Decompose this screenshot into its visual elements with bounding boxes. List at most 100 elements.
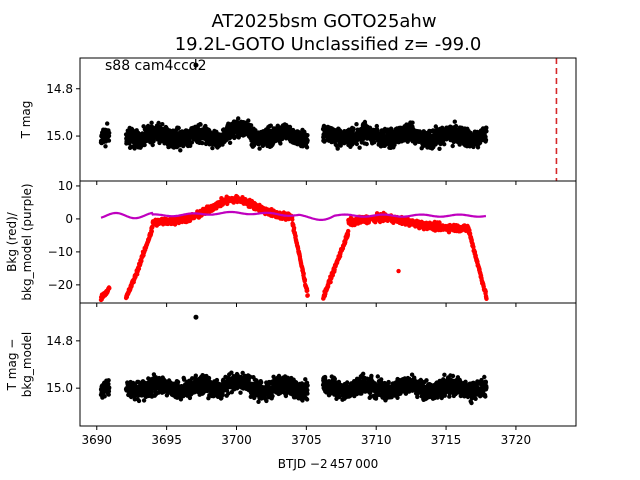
plot-area-top xyxy=(98,58,558,181)
bkg-point xyxy=(139,258,144,264)
data-point xyxy=(410,120,415,125)
data-point xyxy=(132,146,137,151)
chart-title-line1: AT2025bsm GOTO25ahw xyxy=(211,11,436,32)
data-point xyxy=(105,121,110,126)
data-point xyxy=(106,392,111,397)
bkg-point xyxy=(107,286,112,291)
data-point xyxy=(106,381,111,387)
data-point xyxy=(357,145,362,150)
data-point xyxy=(156,120,161,126)
data-point xyxy=(136,398,142,404)
data-point xyxy=(268,123,273,128)
data-point xyxy=(303,377,308,382)
data-point xyxy=(214,377,220,383)
data-point xyxy=(364,141,369,147)
data-point xyxy=(471,144,476,150)
data-point xyxy=(248,123,254,128)
data-point xyxy=(103,144,108,149)
data-point xyxy=(238,390,243,395)
data-point xyxy=(200,140,205,146)
data-point xyxy=(226,391,231,396)
data-point xyxy=(322,374,328,380)
data-point xyxy=(372,140,377,145)
data-point xyxy=(220,392,225,398)
data-point xyxy=(102,394,107,399)
y-tick-label-middle: 0 xyxy=(65,212,73,226)
data-point xyxy=(178,148,183,153)
y-axis-label-middle: bkg_model (purple) xyxy=(20,183,34,300)
data-point xyxy=(305,133,310,138)
data-point xyxy=(453,123,459,129)
data-point xyxy=(149,390,154,396)
y-tick-label-middle: −20 xyxy=(48,278,73,292)
data-point xyxy=(229,370,234,375)
data-point xyxy=(305,383,310,388)
data-point xyxy=(129,394,134,400)
panel-top-magnitude: 14.8 15.0 T mag xyxy=(19,57,577,185)
data-point xyxy=(107,385,112,390)
data-point xyxy=(247,374,253,379)
y-tick-label-middle: −10 xyxy=(48,245,73,259)
bkg-point xyxy=(302,277,308,282)
bkg-point xyxy=(346,228,351,234)
data-point xyxy=(483,137,489,143)
data-point xyxy=(150,142,155,148)
y-tick-label-top: 14.8 xyxy=(46,82,73,96)
bkg-point xyxy=(467,231,473,236)
data-point xyxy=(264,398,269,404)
data-point xyxy=(246,118,251,123)
data-point xyxy=(176,125,181,131)
data-point xyxy=(256,399,261,404)
data-point xyxy=(178,397,184,402)
bkg-outlier-point xyxy=(396,268,401,274)
data-point xyxy=(210,145,215,151)
data-point xyxy=(142,142,147,148)
y-tick-label-middle: 10 xyxy=(58,179,73,193)
data-point xyxy=(240,370,245,376)
bkg-point xyxy=(301,271,306,276)
y-axis-label-top: T mag xyxy=(19,101,33,140)
bkg-point xyxy=(293,233,298,239)
bkg-point xyxy=(136,266,142,271)
data-point xyxy=(375,128,380,133)
data-point xyxy=(475,145,481,150)
data-point xyxy=(351,126,356,131)
bkg-point xyxy=(484,296,489,301)
bkg-point xyxy=(471,244,476,250)
data-point xyxy=(151,139,156,144)
data-point xyxy=(452,119,457,124)
data-point xyxy=(305,391,310,396)
bkg-point xyxy=(328,279,333,285)
outlier-point xyxy=(193,62,199,68)
data-point xyxy=(257,146,262,151)
data-point xyxy=(450,143,455,149)
data-point xyxy=(305,138,310,143)
bkg-point xyxy=(483,289,488,294)
data-point xyxy=(278,141,283,146)
data-point xyxy=(304,145,310,150)
data-point xyxy=(175,379,181,385)
bkg-point xyxy=(290,217,295,222)
data-point xyxy=(188,143,193,148)
data-point xyxy=(467,144,472,149)
data-point xyxy=(442,142,447,147)
data-point xyxy=(187,395,193,401)
data-point xyxy=(305,387,310,393)
data-point xyxy=(106,138,112,143)
panel-middle-background: 10 0 −10 −20 Bkg (red)/bkg_model (purple) xyxy=(5,179,577,307)
chart-title-line2: 19.2L-GOTO Unclassified z= -99.0 xyxy=(175,34,482,55)
data-point xyxy=(149,120,154,126)
data-point xyxy=(304,397,310,402)
bkg-point xyxy=(305,288,310,293)
data-point xyxy=(198,122,203,127)
data-point xyxy=(484,129,489,134)
panel-frame-top xyxy=(79,57,577,182)
data-point xyxy=(236,116,241,121)
y-axis-label-middle: Bkg (red)/ xyxy=(5,211,19,272)
bkg-point xyxy=(305,293,310,298)
y-tick-label-top: 15.0 xyxy=(46,129,73,143)
data-point xyxy=(229,390,234,395)
data-point xyxy=(484,125,489,130)
